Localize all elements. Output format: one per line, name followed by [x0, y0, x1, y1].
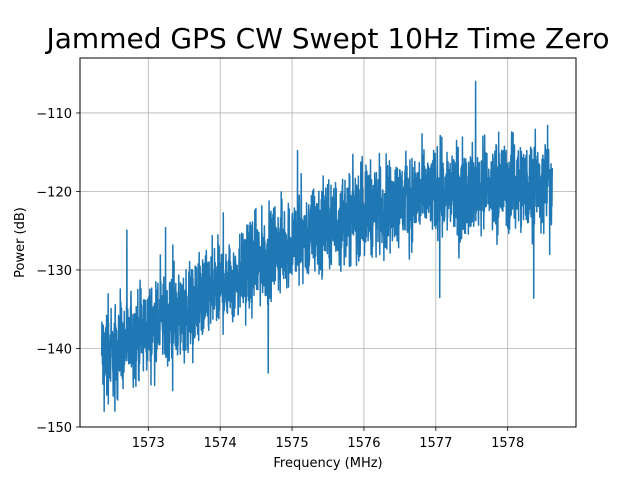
y-axis-label: Power (dB)	[13, 207, 28, 278]
x-tick-label: 1577	[419, 436, 452, 451]
axes-frame	[79, 57, 577, 428]
x-axis-ticks: 1573 1574 1575 1576 1577 1578	[132, 427, 524, 451]
y-tick-label: −120	[36, 185, 72, 200]
y-tick-label: −110	[36, 107, 72, 122]
chart-title: Jammed GPS CW Swept 10Hz Time Zero	[45, 22, 610, 55]
x-tick-label: 1575	[276, 436, 309, 451]
y-tick-label: −130	[36, 264, 72, 279]
x-tick-label: 1573	[132, 436, 165, 451]
y-tick-label: −140	[36, 342, 72, 357]
x-tick-label: 1574	[204, 436, 237, 451]
series-line	[100, 80, 554, 413]
series-group	[100, 80, 554, 413]
x-tick-label: 1578	[491, 436, 524, 451]
y-tick-label: −150	[36, 421, 72, 436]
x-axis-label: Frequency (MHz)	[273, 456, 382, 471]
y-axis-ticks: −150 −140 −130 −120 −110	[36, 107, 80, 436]
x-tick-label: 1576	[347, 436, 380, 451]
